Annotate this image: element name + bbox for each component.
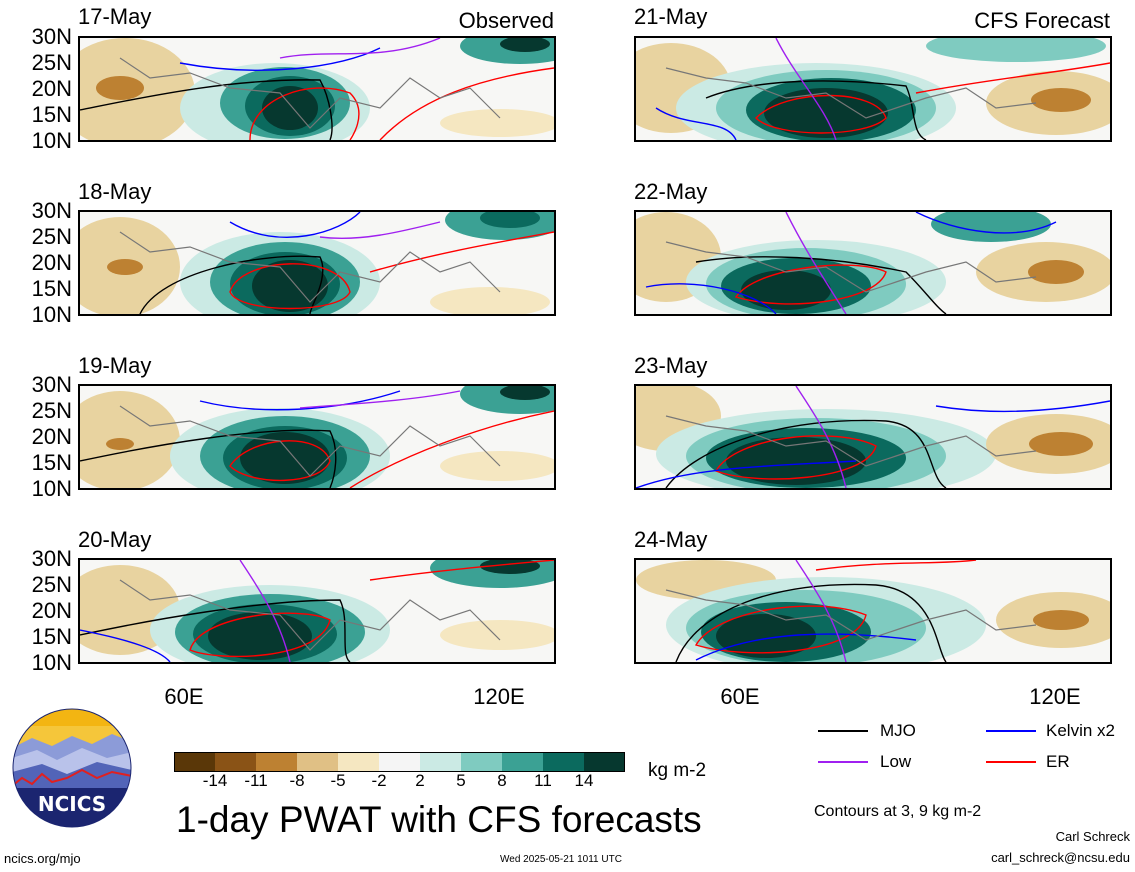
colorbar-frame	[174, 752, 625, 772]
panel-date-right-3: 23-May	[634, 353, 708, 378]
observed-label: Observed	[458, 8, 554, 33]
colorbar-tick: 5	[456, 771, 466, 790]
map-panel-left-3	[78, 384, 556, 490]
map-field-left-3	[80, 386, 554, 488]
map-field-left-4	[80, 560, 554, 662]
lat-label: 10N	[31, 302, 72, 327]
lon-label: 60E	[164, 684, 204, 709]
lat-label: 20N	[31, 250, 72, 275]
colorbar-tick: 8	[497, 771, 507, 790]
colorbar-tick: -8	[289, 771, 305, 790]
legend-label-mjo: MJO	[880, 721, 916, 740]
legend-label-low: Low	[880, 752, 912, 771]
map-panel-right-1	[634, 36, 1112, 142]
legend-line-kelvin	[986, 730, 1036, 732]
footer-email: carl_schreck@ncsu.edu	[991, 850, 1130, 865]
lat-label: 15N	[31, 276, 72, 301]
lat-label: 30N	[31, 198, 72, 223]
panel-date-right-1: 21-May	[634, 4, 708, 29]
map-panel-left-1	[78, 36, 556, 142]
map-panel-right-4	[634, 558, 1112, 664]
lat-label: 25N	[31, 572, 72, 597]
map-panel-right-3	[634, 384, 1112, 490]
colorbar-tick: -11	[244, 771, 268, 790]
lat-label: 30N	[31, 372, 72, 397]
map-panel-left-2	[78, 210, 556, 316]
lat-label: 10N	[31, 128, 72, 153]
map-field-right-3	[636, 386, 1110, 488]
forecast-label: CFS Forecast	[974, 8, 1110, 33]
ncics-logo-graphic: NCICS	[12, 708, 132, 828]
lat-label: 15N	[31, 102, 72, 127]
map-field-left-1	[80, 38, 554, 140]
lat-label: 20N	[31, 598, 72, 623]
lat-label: 30N	[31, 546, 72, 571]
panel-date-left-2: 18-May	[78, 179, 152, 204]
colorbar-tick: 11	[534, 771, 552, 790]
panel-date-right-2: 22-May	[634, 179, 708, 204]
lat-label: 20N	[31, 424, 72, 449]
lat-label: 10N	[31, 476, 72, 501]
colorbar-units: kg m-2	[648, 760, 707, 781]
legend-line-low	[818, 761, 868, 763]
lat-label: 25N	[31, 50, 72, 75]
colorbar-tick: -5	[330, 771, 346, 790]
legend-line-er	[986, 761, 1036, 763]
lon-label: 120E	[473, 684, 525, 709]
logo-text: NCICS	[38, 792, 106, 816]
lat-label: 20N	[31, 76, 72, 101]
lat-label: 25N	[31, 398, 72, 423]
panel-date-left-1: 17-May	[78, 4, 152, 29]
colorbar-tick: 14	[574, 771, 594, 790]
lon-label: 60E	[720, 684, 760, 709]
lat-label: 15N	[31, 624, 72, 649]
panel-date-left-3: 19-May	[78, 353, 152, 378]
panel-date-right-4: 24-May	[634, 527, 708, 552]
map-field-left-2	[80, 212, 554, 314]
legend-label-er: ER	[1046, 752, 1070, 771]
footer-url: ncics.org/mjo	[4, 851, 81, 866]
lon-label: 120E	[1029, 684, 1081, 709]
lat-label: 25N	[31, 224, 72, 249]
figure-title: 1-day PWAT with CFS forecasts	[176, 799, 702, 840]
ncics-logo: NCICS	[12, 708, 132, 828]
map-panel-left-4	[78, 558, 556, 664]
map-field-right-2	[636, 212, 1110, 314]
lat-label: 10N	[31, 650, 72, 675]
lat-label: 15N	[31, 450, 72, 475]
map-panel-right-2	[634, 210, 1112, 316]
panel-date-left-4: 20-May	[78, 527, 152, 552]
map-field-right-4	[636, 560, 1110, 662]
lat-label: 30N	[31, 24, 72, 49]
legend-label-kelvin: Kelvin x2	[1046, 721, 1115, 740]
footer-author: Carl Schreck	[1055, 829, 1130, 844]
contour-note: Contours at 3, 9 kg m-2	[814, 803, 982, 820]
footer-timestamp: Wed 2025-05-21 1011 UTC	[500, 854, 622, 865]
colorbar-tick: -14	[202, 771, 228, 790]
colorbar-tick: 2	[415, 771, 425, 790]
legend-line-mjo	[818, 730, 868, 732]
map-field-right-1	[636, 38, 1110, 140]
colorbar-tick: -2	[371, 771, 387, 790]
